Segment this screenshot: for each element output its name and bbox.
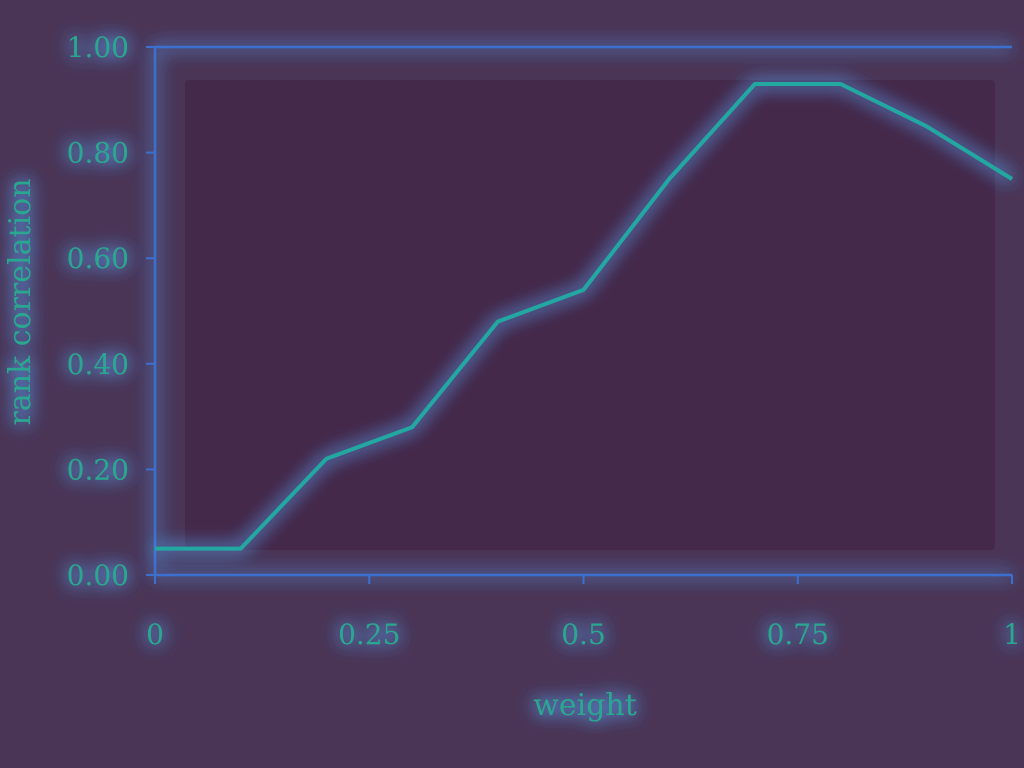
y-axis-label: rank correlation bbox=[3, 178, 38, 425]
y-tick-label: 0.20 bbox=[67, 453, 129, 486]
tick-labels: 0 0.25 0.5 0.75 1 0.00 0.20 0.40 0.60 0.80 1.00 bbox=[67, 31, 1021, 651]
x-tick-label: 0.5 bbox=[561, 618, 606, 651]
y-tick-label: 0.40 bbox=[67, 348, 129, 381]
x-tick-label: 0 bbox=[146, 618, 164, 651]
x-tick-label: 0.25 bbox=[338, 618, 400, 651]
plot-area bbox=[185, 80, 995, 550]
x-tick-label: 1 bbox=[1003, 618, 1021, 651]
y-tick-label: 0.60 bbox=[67, 242, 129, 275]
y-tick-label: 1.00 bbox=[67, 31, 129, 64]
x-tick-label: 0.75 bbox=[767, 618, 829, 651]
series-line bbox=[155, 82, 1014, 551]
tick-marks bbox=[146, 46, 1013, 584]
y-tick-label: 0.80 bbox=[67, 137, 129, 170]
x-axis-label: weight bbox=[533, 688, 637, 723]
y-tick-label: 0.00 bbox=[67, 559, 129, 592]
